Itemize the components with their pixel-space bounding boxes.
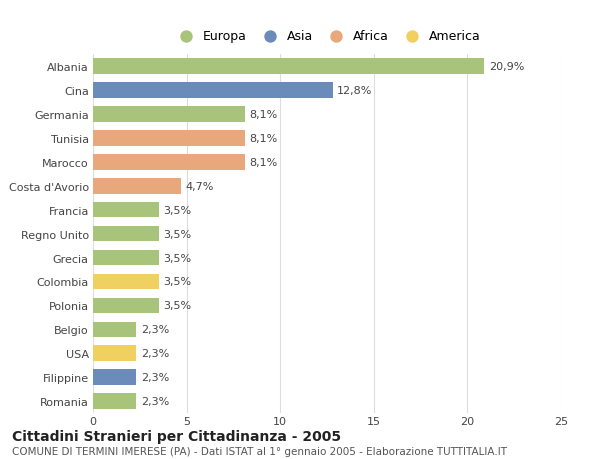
Text: 8,1%: 8,1% (250, 134, 278, 144)
Bar (93, 346, 136, 361)
Text: 3,5%: 3,5% (163, 301, 191, 311)
Bar (93, 83, 332, 99)
Text: 3,5%: 3,5% (163, 253, 191, 263)
Bar (93, 107, 245, 123)
Text: 2,3%: 2,3% (141, 396, 169, 406)
Bar (93, 322, 136, 337)
Text: 2,3%: 2,3% (141, 348, 169, 358)
Bar (93, 274, 158, 290)
Bar (93, 226, 158, 242)
Bar (93, 202, 158, 218)
Text: 3,5%: 3,5% (163, 277, 191, 287)
Text: 3,5%: 3,5% (163, 229, 191, 239)
Text: 8,1%: 8,1% (250, 110, 278, 120)
Bar (93, 59, 484, 75)
Text: 4,7%: 4,7% (185, 181, 214, 191)
Bar (93, 250, 158, 266)
Text: 20,9%: 20,9% (489, 62, 524, 72)
Text: 3,5%: 3,5% (163, 205, 191, 215)
Text: 2,3%: 2,3% (141, 325, 169, 335)
Bar (93, 155, 245, 170)
Text: 2,3%: 2,3% (141, 372, 169, 382)
Bar (93, 393, 136, 409)
Text: 12,8%: 12,8% (337, 86, 373, 96)
Text: Cittadini Stranieri per Cittadinanza - 2005: Cittadini Stranieri per Cittadinanza - 2… (12, 429, 341, 443)
Bar (93, 369, 136, 385)
Bar (93, 298, 158, 313)
Bar (93, 131, 245, 146)
Text: COMUNE DI TERMINI IMERESE (PA) - Dati ISTAT al 1° gennaio 2005 - Elaborazione TU: COMUNE DI TERMINI IMERESE (PA) - Dati IS… (12, 446, 507, 456)
Text: 8,1%: 8,1% (250, 157, 278, 168)
Legend: Europa, Asia, Africa, America: Europa, Asia, Africa, America (170, 27, 484, 45)
Bar (93, 179, 181, 194)
